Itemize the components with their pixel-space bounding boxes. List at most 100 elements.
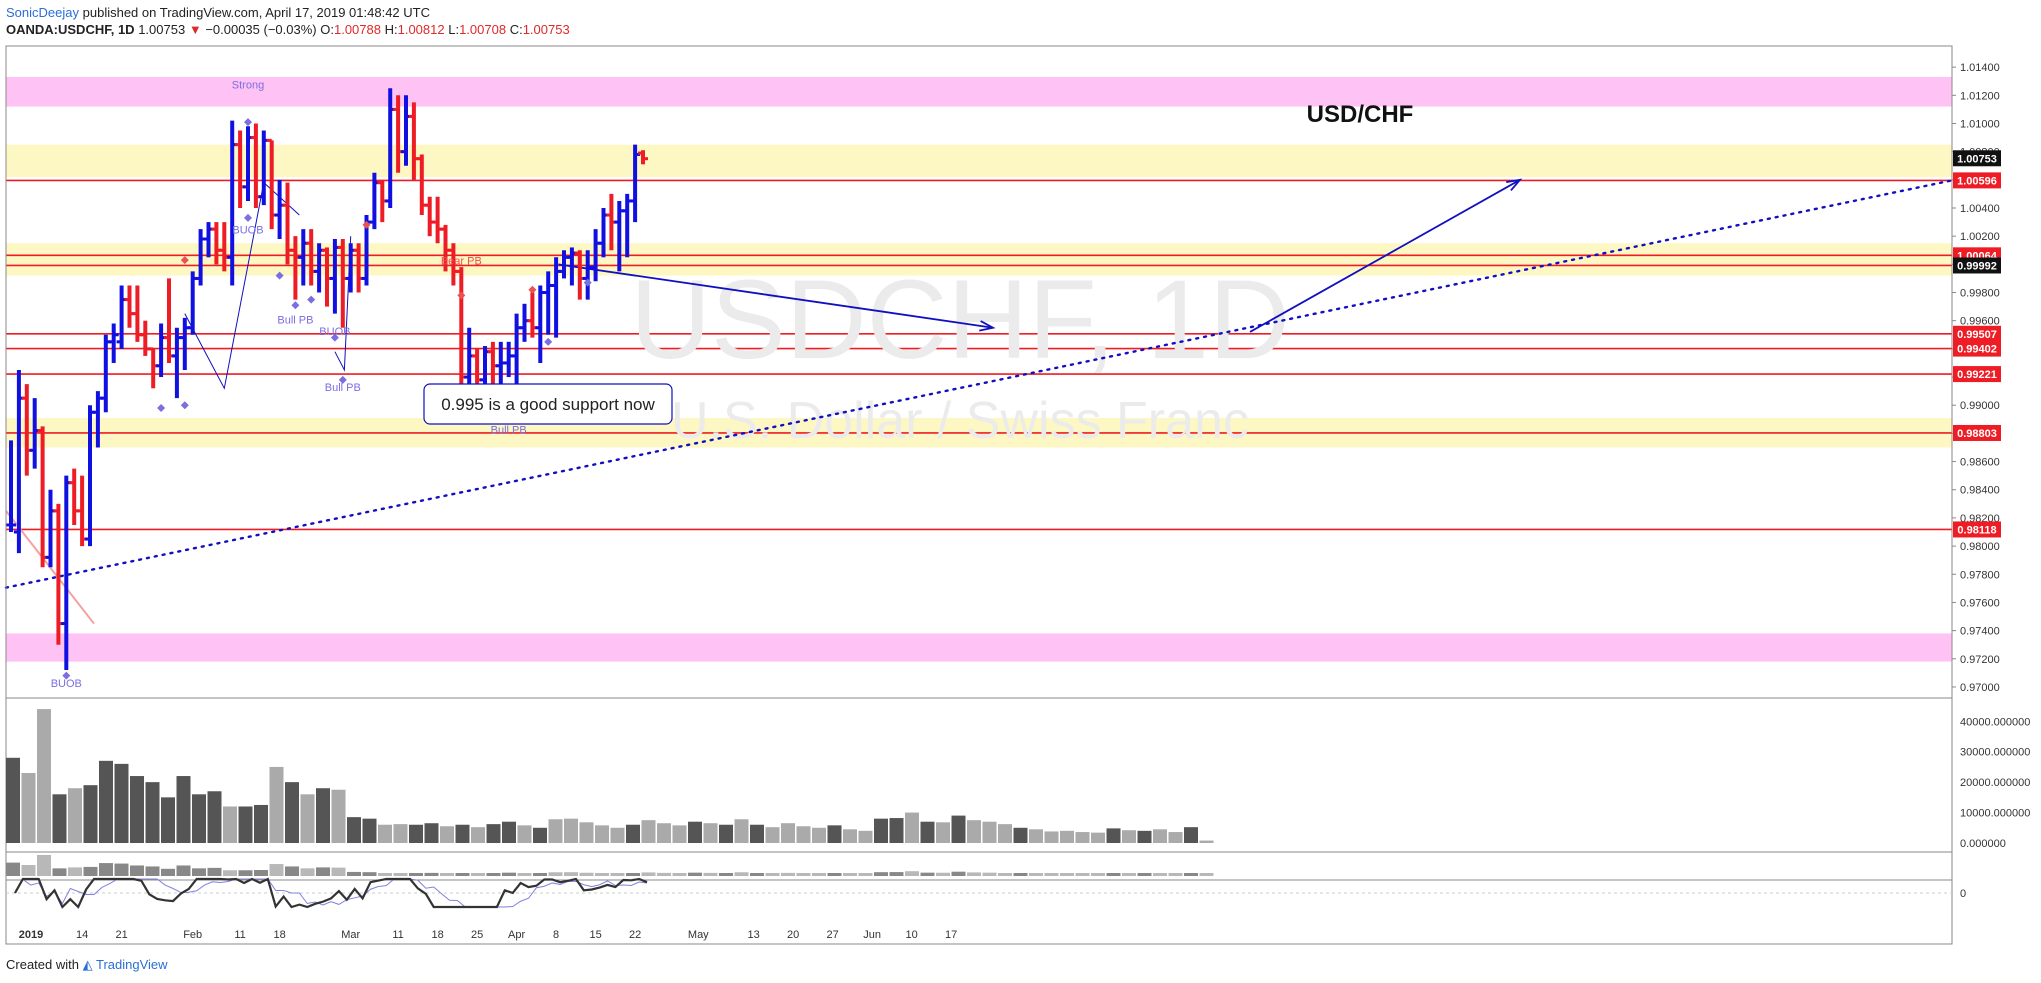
price-label-box xyxy=(1953,366,2001,383)
volume-bar xyxy=(858,830,873,843)
price-label-box xyxy=(1953,150,2001,167)
volume-bar xyxy=(812,827,826,843)
price-label: 1.00753 xyxy=(1957,153,1997,165)
volume-bar xyxy=(1044,831,1059,843)
price-axis[interactable]: 1.014001.012001.010001.008001.006001.004… xyxy=(1952,62,2001,694)
volume-mini-bar xyxy=(641,872,656,876)
published-text: published on TradingView.com, April 17, … xyxy=(82,5,430,20)
price-tick-label: 0.97400 xyxy=(1960,626,2000,638)
volume-bar xyxy=(316,788,330,843)
volume-bar xyxy=(1106,828,1121,843)
indicator-main-line xyxy=(14,877,648,909)
volume-mini-bar xyxy=(533,873,547,876)
ohlc-bar xyxy=(148,347,159,389)
volume-bar xyxy=(626,824,640,843)
volume-bar xyxy=(1060,830,1074,843)
volume-bar xyxy=(1029,829,1043,843)
price-tick-label: 1.01000 xyxy=(1960,118,2000,130)
volume-bar xyxy=(874,818,888,843)
tradingview-logo-icon: ◭ xyxy=(82,957,93,972)
volume-bar xyxy=(424,823,439,843)
time-tick-label: Mar xyxy=(341,929,360,941)
volume-mini-bar xyxy=(37,854,51,876)
volume-bar xyxy=(889,818,904,843)
price-tick-label: 0.97200 xyxy=(1960,654,2000,666)
volume-bar xyxy=(1137,830,1152,843)
volume-mini-bar xyxy=(285,866,299,876)
pattern-annotations: Strong BUOB Bull PB BUOB Bull PB Bear PB Bull … xyxy=(51,79,592,690)
volume-mini-bar xyxy=(1075,873,1090,876)
time-tick-label: 27 xyxy=(826,929,838,941)
volume-mini-bar xyxy=(579,872,594,876)
time-tick-label: 15 xyxy=(589,929,601,941)
ohlc-bar xyxy=(432,196,443,244)
price-label: 0.98803 xyxy=(1957,428,1997,440)
volume-mini-bar xyxy=(982,872,997,876)
volume-bar xyxy=(657,823,671,843)
pane-frames xyxy=(5,45,1953,945)
volume-mini-bar xyxy=(409,873,423,876)
volume-bar xyxy=(409,824,423,843)
volume-bar xyxy=(440,826,454,843)
diamond-marker xyxy=(62,671,71,680)
volume-mini-bar xyxy=(734,872,749,876)
diamond-marker xyxy=(180,401,189,410)
ohlc-bar xyxy=(179,317,190,370)
zone-yellow xyxy=(6,144,1952,178)
time-tick-label: 18 xyxy=(431,929,443,941)
volume-bar xyxy=(347,817,361,843)
volume-bar xyxy=(548,819,563,843)
price-label-box xyxy=(1953,521,2001,538)
volume-mini-bar xyxy=(874,872,888,876)
volume-bar xyxy=(796,826,811,843)
price-tick-label: 1.01400 xyxy=(1960,62,2000,74)
author-link[interactable]: SonicDeejay xyxy=(6,5,79,20)
price-tick-label: 0.99600 xyxy=(1960,316,2000,328)
level-layer xyxy=(6,179,1952,531)
volume-mini-bar xyxy=(378,873,392,876)
volume-mini-bar xyxy=(765,873,780,876)
dotted-trendline[interactable] xyxy=(4,179,1954,589)
volume-bar xyxy=(936,822,950,843)
volume-bar xyxy=(533,827,547,843)
volume-bar xyxy=(703,823,718,843)
down-arrow-icon: ▼ xyxy=(188,22,202,37)
price-label: 0.99507 xyxy=(1957,329,1997,341)
volume-mini-bar xyxy=(920,872,935,876)
volume-bar xyxy=(1075,832,1090,843)
price-tick-label: 1.01200 xyxy=(1960,90,2000,102)
price-change: −0.00035 (−0.03%) xyxy=(205,22,317,37)
time-tick-label: May xyxy=(688,929,709,941)
diamond-marker xyxy=(157,404,166,413)
volume-mini-bar xyxy=(1184,873,1198,876)
volume-bar xyxy=(905,812,919,843)
volume-bar xyxy=(223,806,237,843)
volume-mini-bar xyxy=(6,862,20,876)
volume-mini-bar xyxy=(238,870,253,876)
callout[interactable]: 0.995 is a good support now xyxy=(423,383,673,425)
time-tick-label: 11 xyxy=(392,929,403,941)
open-value: 1.00788 xyxy=(333,22,381,37)
watermark-name: U.S. Dollar / Swiss Franc xyxy=(671,392,1249,450)
volume-bar xyxy=(920,821,935,843)
price-tick-label: 0.97800 xyxy=(1960,569,2000,581)
volume-bar xyxy=(1013,827,1028,843)
volume-mini-bar xyxy=(99,863,113,876)
tradingview-link[interactable]: TradingView xyxy=(96,957,168,972)
price-label-box xyxy=(1953,340,2001,357)
volume-mini-bar xyxy=(843,873,857,876)
callout-box[interactable] xyxy=(423,383,673,425)
time-tick-label: 2019 xyxy=(19,929,43,941)
time-axis[interactable]: 2019 14 21 Feb 11 18 Mar 11 18 25 Apr 8 15 22 May 13 20 2… xyxy=(19,929,957,941)
time-tick-label: 10 xyxy=(905,929,917,941)
price-label: 0.99402 xyxy=(1957,344,1997,356)
ohlc-bar xyxy=(503,341,514,378)
volume-bar xyxy=(6,757,20,843)
price-tick-label: 0.98400 xyxy=(1960,485,2000,497)
price-tick-label: 0.99000 xyxy=(1960,400,2000,412)
volume-bar xyxy=(781,823,795,843)
volume-bar xyxy=(83,785,98,843)
annotation-label: Bear PB xyxy=(441,255,482,267)
time-tick-label: Jun xyxy=(863,929,881,941)
price-chart[interactable]: USDCHF, 1D U.S. Dollar / Swiss Franc Str… xyxy=(0,0,2041,955)
